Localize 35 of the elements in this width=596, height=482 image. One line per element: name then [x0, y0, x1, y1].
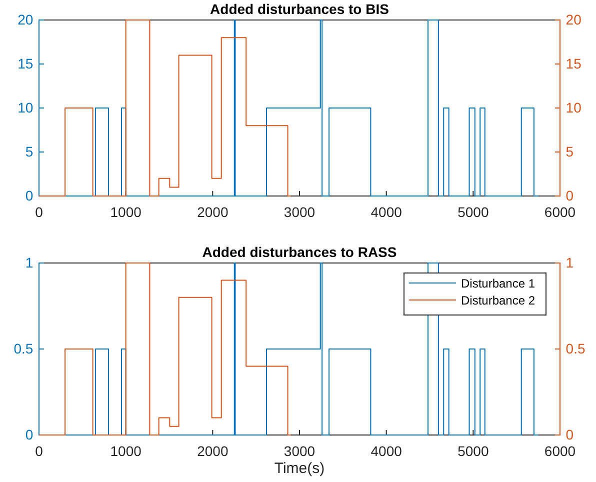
x-axis-title: Time(s) [274, 460, 325, 477]
y-tick-label: 5 [25, 143, 34, 160]
y2-tick-label: 5 [566, 143, 574, 160]
x-tick-label: 0 [35, 204, 44, 220]
x-tick-label: 3000 [284, 204, 316, 220]
x-tick-label: 5000 [458, 443, 489, 460]
y-tick-label: 10 [18, 99, 34, 116]
x-tick-label: 6000 [544, 204, 576, 220]
x-tick-label: 2000 [197, 443, 228, 460]
x-tick-label: 1000 [110, 443, 142, 460]
y-tick-label: 0 [25, 187, 34, 204]
x-tick-label: 5000 [458, 204, 489, 220]
x-tick-label: 0 [35, 443, 44, 460]
y2-tick-label: 1 [566, 254, 574, 270]
chart-title: Added disturbances to BIS [210, 1, 389, 17]
y-tick-label: 0 [25, 426, 34, 442]
x-tick-label: 2000 [197, 204, 228, 220]
legend-label: Disturbance 1 [461, 276, 536, 290]
x-tick-label: 6000 [544, 443, 576, 460]
legend-label: Disturbance 2 [461, 294, 536, 308]
y2-tick-label: 0 [566, 426, 574, 442]
y-tick-label: 15 [18, 55, 34, 72]
chart-title: Added disturbances to RASS [202, 244, 397, 260]
x-tick-label: 3000 [284, 443, 316, 460]
y2-tick-label: 0 [566, 187, 574, 204]
y2-tick-label: 20 [566, 11, 582, 28]
y2-tick-label: 15 [566, 55, 582, 72]
x-tick-label: 4000 [370, 443, 402, 460]
y-tick-label: 0.5 [14, 340, 34, 356]
y2-tick-label: 10 [566, 99, 582, 116]
y2-tick-label: 0.5 [566, 340, 586, 356]
x-tick-label: 1000 [110, 204, 142, 220]
y-tick-label: 1 [25, 254, 34, 270]
y-tick-label: 20 [18, 11, 34, 28]
x-tick-label: 4000 [370, 204, 402, 220]
